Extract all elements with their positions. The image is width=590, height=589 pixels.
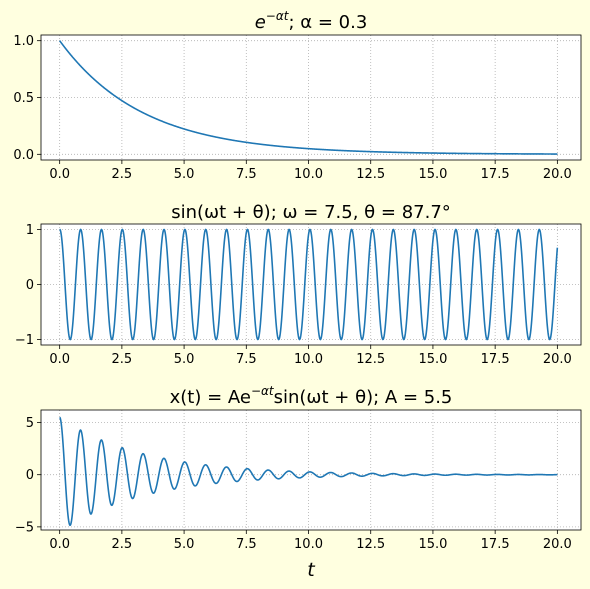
x-tick-label: 20.0 [543,537,572,552]
x-tick-label: 0.0 [49,352,70,367]
y-tick-label: 1 [26,223,34,238]
x-tick-label: 2.5 [112,167,133,182]
x-tick-label: 5.0 [174,352,195,367]
x-tick-label: 5.0 [174,167,195,182]
x-tick-label: 17.5 [481,352,510,367]
series-line [59,416,558,527]
axes-frame [40,223,582,346]
x-tick-label: 10.0 [294,352,323,367]
x-tick-label: 12.5 [356,352,385,367]
x-tick-label: 0.0 [49,167,70,182]
series-line [59,228,559,341]
subplot-3-title: x(t) = Ae−αtsin(ωt + θ); A = 5.5 [170,384,453,408]
x-tick-label: 5.0 [174,537,195,552]
y-tick-label: 0 [26,468,34,483]
x-tick-label: 15.0 [418,352,447,367]
x-tick-label: 10.0 [294,537,323,552]
x-tick-label: 10.0 [294,167,323,182]
x-tick-label: 7.5 [236,167,257,182]
y-tick-label: 0.5 [13,91,34,106]
y-tick-label: 5 [26,416,34,431]
x-tick-label: 15.0 [418,537,447,552]
plot-area [41,410,581,530]
x-tick-label: 2.5 [112,352,133,367]
series-line [59,40,558,155]
x-tick-label: 20.0 [543,352,572,367]
x-axis-label: t [307,559,316,581]
x-tick-label: 15.0 [418,167,447,182]
x-tick-label: 20.0 [543,167,572,182]
subplot-1-title: e−αt; α = 0.3 [255,9,368,33]
x-tick-label: 0.0 [49,537,70,552]
x-tick-label: 12.5 [356,167,385,182]
axes-frame [40,34,582,161]
axes-frame [40,409,582,531]
y-tick-label: 1.0 [13,34,34,49]
subplot-sine: sin(ωt + θ); ω = 7.5, θ = 87.7° 0.0 2.5 5.… [15,202,582,367]
x-tick-label: 7.5 [236,352,257,367]
x-tick-label: 17.5 [481,537,510,552]
y-tick-label: 0.0 [13,148,34,163]
x-tick-label: 2.5 [112,537,133,552]
x-tick-label: 17.5 [481,167,510,182]
y-tick-label: 0 [26,278,34,293]
subplot-damped-sine: x(t) = Ae−αtsin(ωt + θ); A = 5.5 0.0 2.5 5… [15,384,582,552]
x-tick-label: 12.5 [356,537,385,552]
subplot-2-title: sin(ωt + θ); ω = 7.5, θ = 87.7° [171,202,451,223]
x-tick-label: 7.5 [236,537,257,552]
subplot-exponential-decay: e−αt; α = 0.3 0.0 2.5 5.0 7.5 10.0 12.5 15.0 17… [13,9,582,182]
y-tick-label: −5 [15,520,34,535]
y-tick-label: −1 [15,333,34,348]
